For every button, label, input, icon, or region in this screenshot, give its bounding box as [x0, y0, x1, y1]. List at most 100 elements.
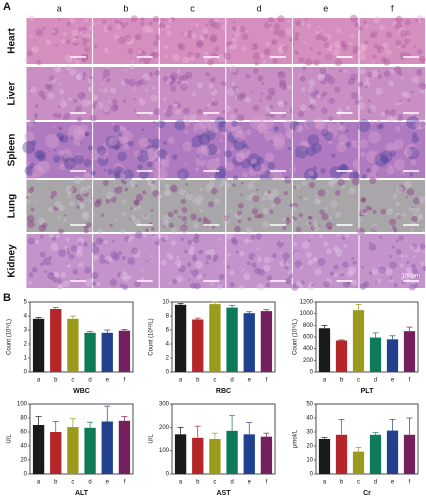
tissue-texture	[256, 214, 261, 219]
tissue-texture	[415, 272, 421, 279]
tissue-texture	[394, 111, 398, 115]
y-axis-label: Count (10¹²/L)	[149, 318, 155, 355]
tissue-texture	[418, 87, 425, 93]
tissue-texture	[130, 214, 136, 221]
tissue-texture	[68, 97, 73, 102]
tissue-texture	[359, 282, 367, 290]
tissue-texture	[88, 196, 94, 203]
tissue-texture	[307, 215, 312, 220]
tissue-texture	[394, 65, 402, 73]
tissue-texture	[202, 216, 208, 222]
tissue-texture	[298, 57, 305, 64]
tissue-texture	[102, 88, 109, 94]
tissue-texture	[232, 37, 238, 43]
tissue-texture	[117, 126, 127, 135]
tissue-texture	[282, 252, 290, 260]
tissue-texture	[388, 80, 395, 87]
tissue-texture	[243, 273, 251, 281]
tissue-texture	[385, 31, 393, 39]
tissue-texture	[160, 159, 167, 166]
tissue-texture	[118, 134, 129, 145]
tissue-image	[224, 115, 295, 184]
tissue-texture	[142, 233, 147, 238]
tissue-texture	[69, 68, 77, 76]
tissue-texture	[297, 21, 300, 24]
tissue-texture	[166, 19, 169, 22]
tissue-texture	[348, 266, 357, 275]
tissue-texture	[145, 260, 148, 263]
error-bar	[338, 339, 345, 341]
tissue-texture	[82, 34, 87, 39]
tissue-texture	[380, 111, 386, 117]
tissue-texture	[65, 185, 74, 194]
tissue-texture	[266, 275, 273, 282]
tissue-texture	[181, 207, 188, 213]
y-tick-label: 300	[159, 402, 170, 408]
tissue-texture	[104, 49, 109, 54]
x-tick-label: a	[37, 480, 41, 486]
tissue-texture	[225, 182, 231, 189]
tissue-texture	[299, 21, 304, 26]
tissue-texture	[376, 278, 381, 284]
tissue-texture	[313, 59, 320, 66]
tissue-texture	[263, 48, 271, 56]
tissue-texture	[103, 157, 106, 160]
error-bar	[194, 425, 201, 438]
tissue-texture	[257, 124, 266, 133]
tissue-texture	[264, 190, 269, 195]
tissue-texture	[271, 140, 274, 143]
tissue-texture	[317, 72, 325, 81]
tissue-texture	[401, 91, 408, 97]
tissue-texture	[283, 262, 286, 265]
tissue-texture	[295, 184, 301, 190]
tissue-texture	[128, 144, 131, 147]
tissue-texture	[303, 118, 315, 130]
tissue-texture	[85, 278, 94, 287]
tissue-texture	[308, 239, 311, 242]
column-label: b	[123, 3, 128, 13]
y-tick-label: 2	[24, 342, 28, 348]
tissue-texture	[366, 71, 373, 78]
column-label: c	[190, 3, 195, 13]
tissue-texture	[384, 109, 391, 115]
tissue-texture	[172, 188, 176, 191]
tissue-texture	[128, 78, 136, 87]
tissue-texture	[174, 103, 178, 107]
x-axis-label: RBC	[216, 388, 231, 395]
tissue-texture	[58, 82, 62, 86]
tissue-texture	[330, 177, 338, 184]
tissue-texture	[418, 142, 421, 145]
tissue-texture	[26, 199, 31, 204]
tissue-texture	[276, 240, 284, 248]
tissue-texture	[218, 273, 225, 280]
tissue-texture	[48, 232, 55, 239]
y-tick-label: 800	[303, 323, 314, 329]
tissue-texture	[241, 46, 247, 52]
x-tick-label: f	[409, 378, 411, 384]
tissue-texture	[90, 170, 97, 176]
tissue-texture	[118, 20, 122, 24]
tissue-image	[224, 65, 293, 122]
bar	[101, 332, 113, 372]
tissue-texture	[83, 158, 92, 167]
tissue-texture	[140, 21, 145, 26]
tissue-texture	[400, 254, 405, 258]
tissue-texture	[314, 30, 320, 35]
tissue-texture	[90, 197, 93, 200]
tissue-texture	[368, 243, 377, 251]
tissue-texture	[76, 246, 84, 253]
tissue-texture	[230, 147, 235, 151]
x-tick-label: c	[213, 480, 216, 486]
tissue-texture	[232, 155, 243, 167]
tissue-texture	[358, 95, 364, 101]
tissue-texture	[317, 51, 322, 56]
tissue-texture	[209, 248, 216, 256]
tissue-texture	[181, 74, 188, 81]
tissue-texture	[214, 46, 220, 52]
tissue-texture	[230, 67, 239, 76]
tissue-texture	[134, 150, 141, 158]
tissue-texture	[361, 174, 367, 179]
error-bar	[246, 311, 253, 314]
tissue-texture	[405, 19, 412, 26]
tissue-texture	[153, 235, 160, 242]
